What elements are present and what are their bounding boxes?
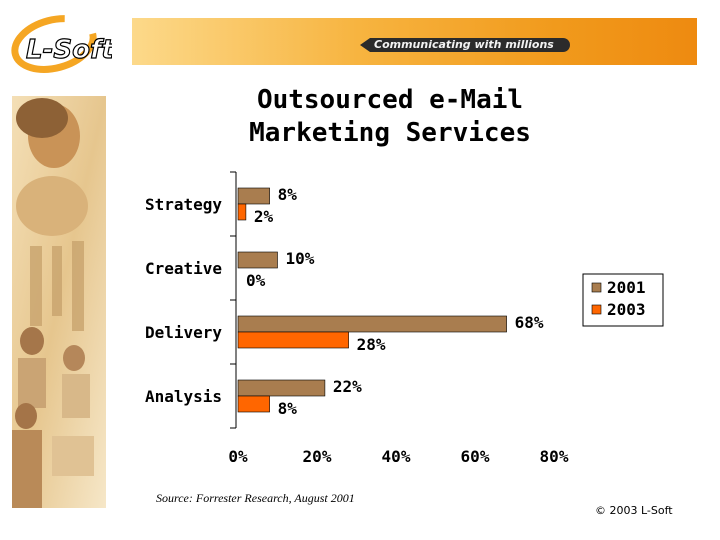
data-label: 0% <box>246 271 266 290</box>
legend-swatch <box>591 304 602 315</box>
source-note: Source: Forrester Research, August 2001 <box>156 491 355 505</box>
bar-2001 <box>237 315 507 333</box>
data-label: 8% <box>278 399 298 418</box>
copyright-notice: © 2003 L-Soft <box>595 504 673 517</box>
x-tick-label: 80% <box>540 447 569 466</box>
tagline-background <box>360 38 570 52</box>
x-tick-label: 0% <box>228 447 248 466</box>
data-label: 2% <box>254 207 274 226</box>
tagline: Communicating with millions <box>374 38 554 51</box>
x-tick-label: 60% <box>461 447 490 466</box>
category-label: Strategy <box>145 195 222 214</box>
data-label: 28% <box>357 335 386 354</box>
x-tick-label: 20% <box>303 447 332 466</box>
legend-box <box>582 273 664 327</box>
bar-2001 <box>237 251 278 269</box>
category-label: Creative <box>145 259 222 278</box>
data-label: 68% <box>515 313 544 332</box>
category-label: Analysis <box>145 387 222 406</box>
title-line-1: Outsourced e-Mail <box>256 85 524 115</box>
bar-2003 <box>237 395 270 413</box>
l-soft-logo: L-Soft <box>11 15 112 73</box>
plot-area: Strategy8%2%Creative10%0%Delivery68%28%A… <box>145 171 569 466</box>
logo-text: L-Soft <box>26 35 112 65</box>
chart-legend: 2001 2003 <box>582 273 664 327</box>
bar-2001 <box>237 187 270 205</box>
decorative-photo-strip <box>12 96 106 508</box>
title-line-2: Marketing Services <box>249 118 531 148</box>
data-label: 8% <box>278 185 298 204</box>
bar-2003 <box>237 331 349 349</box>
bar-2001 <box>237 379 326 397</box>
header-banner: Communicating with millions <box>132 18 697 65</box>
category-label: Delivery <box>145 323 222 342</box>
bar-2003 <box>237 203 247 221</box>
legend-label: 2003 <box>607 300 646 319</box>
slide-title: Outsourced e-Mail Marketing Services <box>180 84 600 150</box>
x-tick-label: 40% <box>382 447 411 466</box>
legend-label: 2001 <box>607 278 646 297</box>
data-label: 10% <box>286 249 315 268</box>
data-label: 22% <box>333 377 362 396</box>
legend-swatch <box>591 282 602 293</box>
